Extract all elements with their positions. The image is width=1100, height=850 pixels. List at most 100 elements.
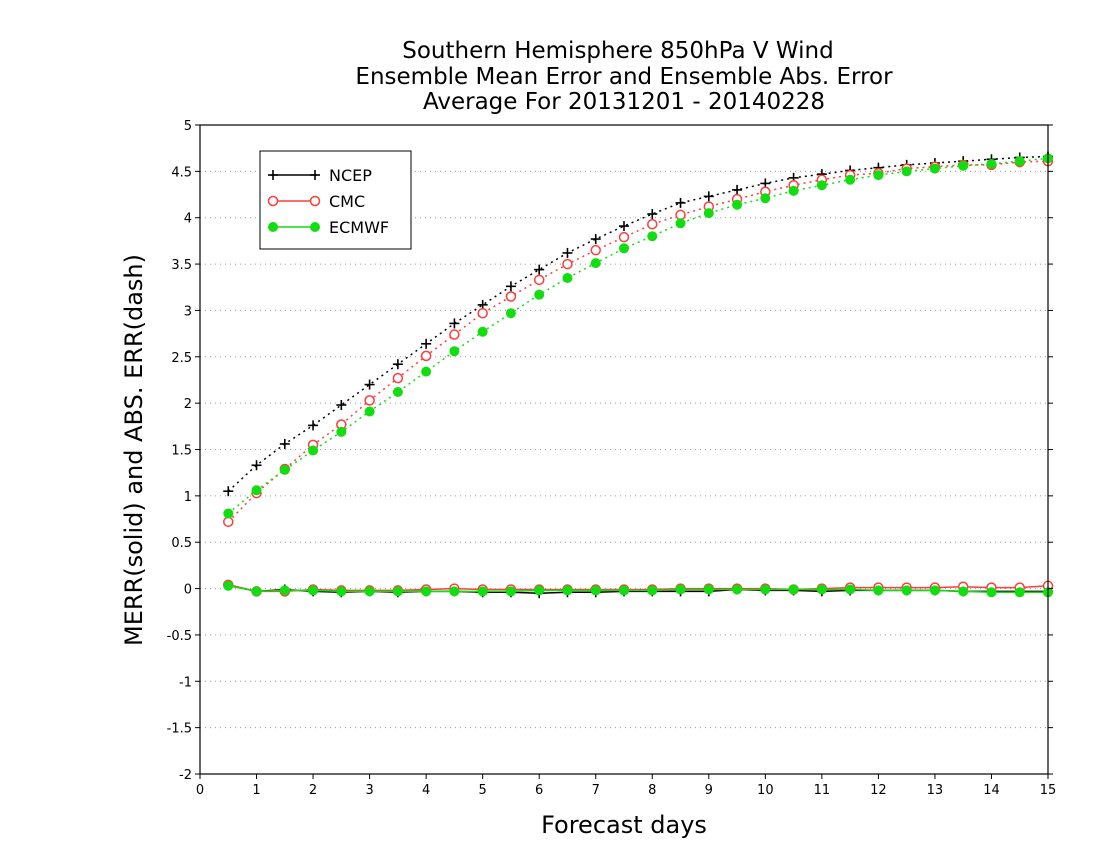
y-tick-label: 2 [184, 397, 192, 412]
data-point-abs-err-cmc [392, 372, 404, 384]
legend-label-ecmwf: ECMWF [329, 218, 389, 237]
data-point-mean-err-ecmwf [251, 586, 262, 597]
x-tick-label: 3 [365, 783, 373, 798]
y-tick-label: -1.5 [167, 722, 192, 737]
data-point-mean-err-ecmwf [675, 584, 686, 595]
data-point-abs-err-ecmwf [505, 308, 516, 319]
data-point-mean-err-ecmwf [364, 586, 375, 597]
data-point-abs-err-cmc [647, 218, 658, 230]
data-point-abs-err-ncep [505, 281, 516, 292]
data-point-abs-err-ncep [392, 359, 403, 370]
data-point-abs-err-ecmwf [845, 174, 856, 185]
x-axis-label: Forecast days [541, 811, 707, 839]
data-point-abs-err-ecmwf [449, 346, 460, 357]
y-tick-label: 2.5 [171, 351, 192, 366]
data-point-mean-err-ecmwf [986, 587, 997, 598]
x-tick-label: 13 [927, 783, 944, 798]
x-tick-label: 9 [705, 783, 713, 798]
chart-title-line-2: Ensemble Mean Error and Ensemble Abs. Er… [355, 64, 893, 90]
data-point-abs-err-ncep [703, 191, 714, 202]
data-point-abs-err-ncep [279, 438, 290, 449]
legend-marker-start-cmc [267, 195, 279, 207]
y-tick-label: -0.5 [167, 629, 192, 644]
data-point-mean-err-ecmwf [279, 585, 290, 596]
data-point-abs-err-ecmwf [986, 158, 997, 169]
data-point-mean-err-ecmwf [901, 585, 912, 596]
gridlines [200, 170, 1048, 729]
x-tick-label: 11 [814, 783, 831, 798]
data-point-abs-err-ncep [251, 460, 262, 471]
data-point-abs-err-cmc [675, 209, 686, 221]
data-point-abs-err-ecmwf [534, 289, 545, 300]
y-axis-label: MERR(solid) and ABS. ERR(dash) [120, 254, 148, 646]
data-point-abs-err-cmc [590, 244, 601, 256]
legend-marker-end-cmc [309, 195, 321, 207]
x-tick-label: 10 [757, 783, 774, 798]
data-point-mean-err-ecmwf [590, 585, 601, 596]
y-tick-label: 0 [184, 583, 192, 598]
data-point-abs-err-ncep [364, 379, 375, 390]
data-point-abs-err-ncep [562, 247, 573, 258]
data-point-abs-err-cmc [533, 274, 545, 286]
data-point-abs-err-ecmwf [364, 406, 375, 417]
x-tick-label: 14 [983, 783, 1000, 798]
data-point-mean-err-ecmwf [1014, 587, 1025, 598]
x-tick-label: 12 [870, 783, 887, 798]
data-point-mean-err-ecmwf [534, 585, 545, 596]
data-point-abs-err-ncep [308, 420, 319, 431]
data-point-mean-err-ecmwf [703, 584, 714, 595]
data-point-abs-err-ecmwf [590, 258, 601, 269]
data-point-abs-err-ncep [223, 486, 234, 497]
data-point-abs-err-ncep [421, 338, 432, 349]
x-tick-label: 0 [196, 783, 204, 798]
data-point-abs-err-ncep [619, 221, 629, 232]
data-point-mean-err-ecmwf [392, 586, 403, 597]
data-point-abs-err-ecmwf [873, 170, 884, 181]
y-tick-label: 3 [184, 304, 192, 319]
data-point-abs-err-cmc [562, 258, 573, 270]
data-point-abs-err-cmc [477, 307, 488, 319]
data-point-abs-err-ncep [449, 318, 460, 329]
data-point-abs-err-cmc [223, 516, 234, 528]
x-tick-label: 2 [309, 783, 317, 798]
data-point-abs-err-ecmwf [477, 326, 488, 337]
x-tick-label: 7 [592, 783, 600, 798]
axes: 54.543.532.521.510.50-0.5-1-1.5-20 1 2 3 4 5 6… [167, 119, 1057, 798]
data-point-abs-err-ecmwf [760, 193, 771, 204]
data-point-mean-err-ecmwf [929, 585, 940, 596]
data-point-abs-err-ecmwf [308, 445, 319, 456]
data-point-mean-err-ecmwf [958, 586, 969, 597]
y-tick-label: -1 [179, 675, 192, 690]
data-point-abs-err-ecmwf [619, 243, 629, 254]
y-tick-label: 1.5 [171, 444, 192, 459]
data-point-abs-err-ecmwf [901, 166, 912, 177]
data-point-abs-err-ecmwf [421, 366, 432, 377]
chart-title-line-1: Southern Hemisphere 850hPa V Wind [402, 38, 833, 64]
data-point-abs-err-ecmwf [336, 426, 347, 437]
data-point-mean-err-ecmwf [760, 584, 771, 595]
data-point-abs-err-cmc [364, 395, 375, 406]
data-point-abs-err-ncep [534, 264, 545, 275]
data-point-mean-err-ecmwf [477, 586, 488, 597]
legend-box [259, 150, 412, 250]
x-tick-label: 4 [422, 783, 430, 798]
legend-label-cmc: CMC [329, 192, 365, 211]
data-point-mean-err-ecmwf [619, 585, 629, 596]
legend-marker-end-ecmwf [310, 222, 320, 232]
data-point-abs-err-ecmwf [223, 508, 234, 519]
data-point-abs-err-ecmwf [929, 163, 940, 174]
data-point-mean-err-ecmwf [816, 584, 827, 595]
data-point-abs-err-ecmwf [675, 218, 686, 229]
data-point-abs-err-ecmwf [1014, 156, 1025, 167]
legend-marker-start-ncep [268, 170, 278, 180]
data-point-abs-err-ecmwf [562, 272, 573, 283]
data-point-mean-err-ecmwf [647, 585, 658, 596]
legend-marker-end-ncep [310, 170, 320, 180]
data-point-abs-err-ecmwf [788, 185, 799, 196]
chart-title-line-3: Average For 20131201 - 20140228 [423, 89, 825, 115]
data-point-abs-err-cmc [618, 231, 630, 243]
legend-label-ncep: NCEP [329, 166, 372, 185]
data-point-abs-err-cmc [505, 291, 517, 302]
data-point-abs-err-ecmwf [392, 387, 403, 398]
data-point-mean-err-ecmwf [732, 584, 743, 595]
